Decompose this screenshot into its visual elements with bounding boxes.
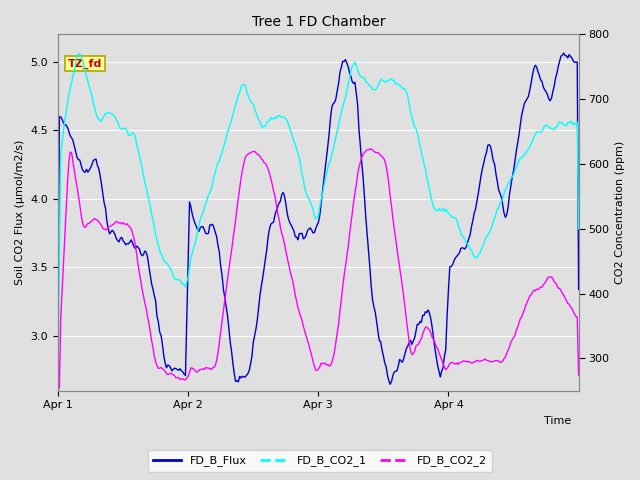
Legend: FD_B_Flux, FD_B_CO2_1, FD_B_CO2_2: FD_B_Flux, FD_B_CO2_1, FD_B_CO2_2 bbox=[148, 450, 492, 472]
Text: TZ_fd: TZ_fd bbox=[67, 59, 102, 69]
X-axis label: Time: Time bbox=[544, 416, 572, 426]
Y-axis label: Soil CO2 Flux (μmol/m2/s): Soil CO2 Flux (μmol/m2/s) bbox=[15, 140, 25, 285]
Y-axis label: CO2 Concentration (ppm): CO2 Concentration (ppm) bbox=[615, 141, 625, 284]
Title: Tree 1 FD Chamber: Tree 1 FD Chamber bbox=[252, 15, 385, 29]
